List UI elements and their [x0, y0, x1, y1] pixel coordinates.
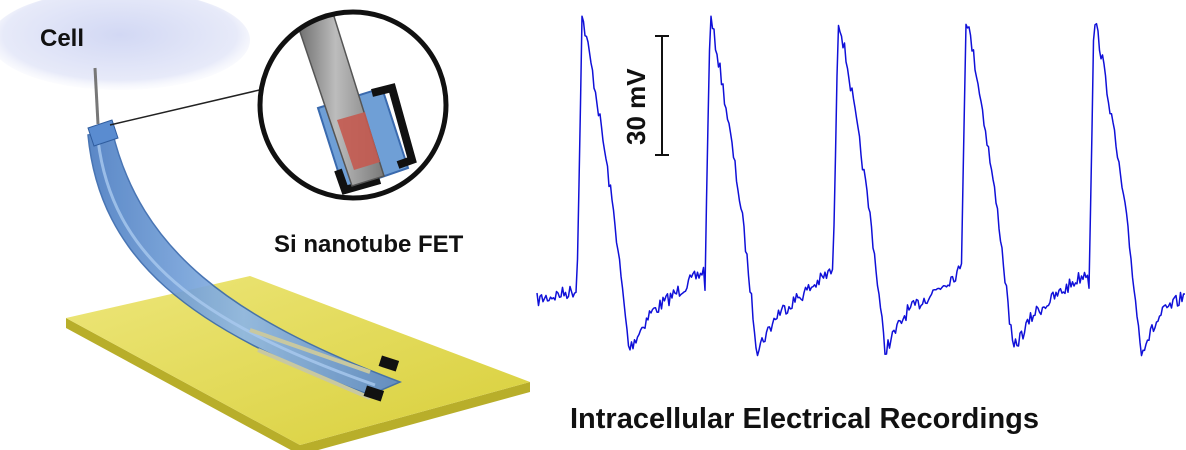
substrate-side — [66, 318, 530, 450]
cell-label: Cell — [40, 25, 84, 52]
contact-pad-2 — [363, 385, 385, 402]
contact-pad-1 — [378, 355, 400, 372]
voltage-trace — [536, 15, 1185, 357]
scale-bar: 30 mV — [621, 35, 669, 156]
zoom-electrode-2 — [334, 168, 382, 195]
scale-bar-label: 30 mV — [621, 68, 651, 145]
probe-arm — [87, 129, 402, 396]
probe-lead-1 — [249, 328, 371, 374]
kinked-probe — [87, 67, 402, 402]
zoom-nanotube-core — [337, 112, 380, 170]
probe-tip-block — [87, 119, 119, 147]
recording-title: Intracellular Electrical Recordings — [570, 403, 1039, 435]
probe-lead-2 — [257, 348, 371, 400]
recording-panel: 30 mV Intracellular Electrical Recording… — [536, 15, 1185, 435]
device-label: Si nanotube FET — [274, 231, 464, 258]
zoom-inset — [257, 9, 449, 201]
nanotube-needle — [93, 67, 100, 125]
cell-body — [0, 0, 250, 90]
callout-line — [109, 87, 269, 126]
zoom-electrode-1 — [371, 83, 417, 169]
probe-inner-channel — [96, 139, 376, 387]
cell-illustration: Cell — [0, 0, 250, 90]
zoom-ring — [257, 9, 449, 201]
